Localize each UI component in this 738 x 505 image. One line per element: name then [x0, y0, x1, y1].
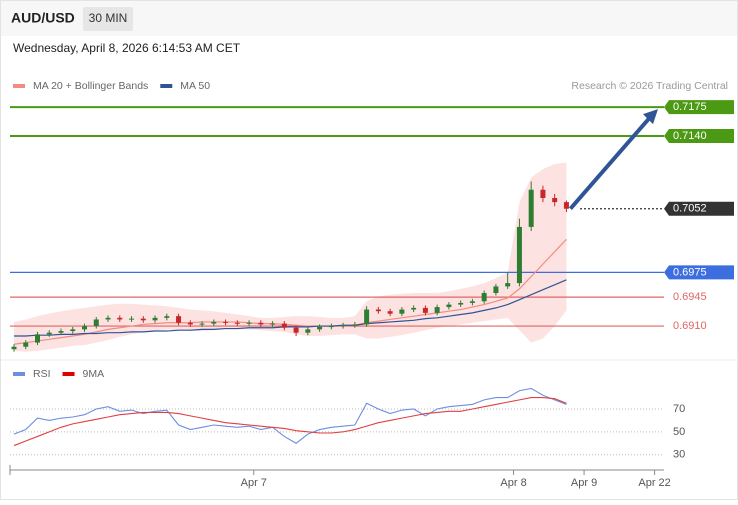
candle-body: [446, 304, 452, 308]
candle-body: [540, 189, 546, 198]
candle-body: [305, 329, 311, 333]
forecast-arrow: [568, 113, 654, 211]
candle-body: [364, 309, 370, 325]
legend-swatch: [13, 84, 25, 88]
bollinger-band: [13, 162, 567, 352]
candle-body: [528, 189, 534, 227]
legend-label: 9MA: [83, 368, 105, 380]
candle-body: [411, 307, 417, 310]
candle-body: [317, 326, 323, 330]
level-label: 0.6945: [673, 291, 707, 303]
legend-swatch: [13, 372, 25, 376]
legend-swatch: [160, 84, 173, 88]
y-tick-label: 30: [673, 449, 685, 461]
x-tick-label: Apr 22: [638, 477, 670, 489]
candle-body: [35, 334, 41, 343]
candle-body: [340, 325, 346, 327]
candle-body: [552, 197, 558, 203]
candle-body: [516, 226, 522, 284]
candle-body: [328, 326, 334, 328]
legend-label: MA 20 + Bollinger Bands: [33, 80, 148, 92]
candle-body: [352, 324, 358, 326]
legend-swatch: [62, 372, 75, 376]
x-tick-label: Apr 7: [241, 477, 267, 489]
candle-body: [82, 326, 88, 330]
level-tag: [664, 129, 734, 144]
candle-body: [563, 202, 569, 209]
legend-label: RSI: [33, 368, 51, 380]
candle-body: [493, 286, 499, 294]
ma-line: [13, 279, 567, 337]
candle-body: [270, 323, 276, 325]
rsi-line: [13, 387, 567, 444]
candle-body: [258, 322, 264, 325]
symbol: AUD/USD: [11, 10, 75, 26]
y-tick-label: 50: [673, 426, 685, 438]
level-label: 0.7140: [673, 130, 707, 142]
candle-body: [93, 319, 99, 327]
credit: Research © 2026 Trading Central: [571, 80, 728, 92]
candle-body: [375, 309, 381, 312]
level-label: 0.6975: [673, 266, 707, 278]
candle-body: [164, 316, 170, 318]
candle-body: [223, 321, 229, 323]
candle-body: [505, 283, 511, 287]
x-tick-label: Apr 8: [500, 477, 526, 489]
level-label: 0.7175: [673, 101, 707, 113]
candle-body: [105, 317, 111, 320]
candle-body: [23, 342, 29, 347]
candle-body: [46, 332, 52, 335]
level-label: 0.6910: [673, 320, 707, 332]
level-tag: [664, 265, 734, 280]
legend-label: MA 50: [180, 80, 210, 92]
candle-body: [481, 293, 487, 302]
candle-body: [58, 331, 64, 333]
candle-body: [199, 323, 205, 325]
candle-body: [129, 318, 135, 320]
interval-badge[interactable]: [83, 7, 133, 31]
interval[interactable]: 30 MIN: [89, 11, 128, 25]
candle-body: [140, 318, 146, 321]
candle-body: [211, 321, 217, 324]
candle-body: [176, 316, 182, 323]
candle-body: [399, 309, 405, 314]
candle-body: [293, 327, 299, 333]
level-label: 0.7052: [673, 203, 707, 215]
candle-body: [187, 322, 193, 325]
level-tag: [664, 100, 734, 115]
candle-body: [387, 311, 393, 314]
timestamp: Wednesday, April 8, 2026 6:14:53 AM CET: [13, 41, 241, 55]
candle-body: [469, 301, 475, 303]
x-tick-label: Apr 9: [571, 477, 597, 489]
candle-body: [422, 307, 428, 313]
rsi-line: [13, 397, 567, 447]
candle-body: [234, 322, 240, 324]
y-tick-label: 70: [673, 403, 685, 415]
candle-body: [11, 346, 17, 350]
candle-body: [281, 323, 287, 328]
candle-body: [152, 317, 158, 321]
ma-line: [13, 238, 567, 345]
forecast-arrow-head: [643, 109, 658, 125]
candle-body: [117, 317, 123, 320]
candle-body: [70, 329, 76, 332]
candle-body: [434, 307, 440, 313]
candle-body: [246, 322, 252, 324]
candle-body: [458, 302, 464, 305]
level-tag: [664, 201, 734, 216]
